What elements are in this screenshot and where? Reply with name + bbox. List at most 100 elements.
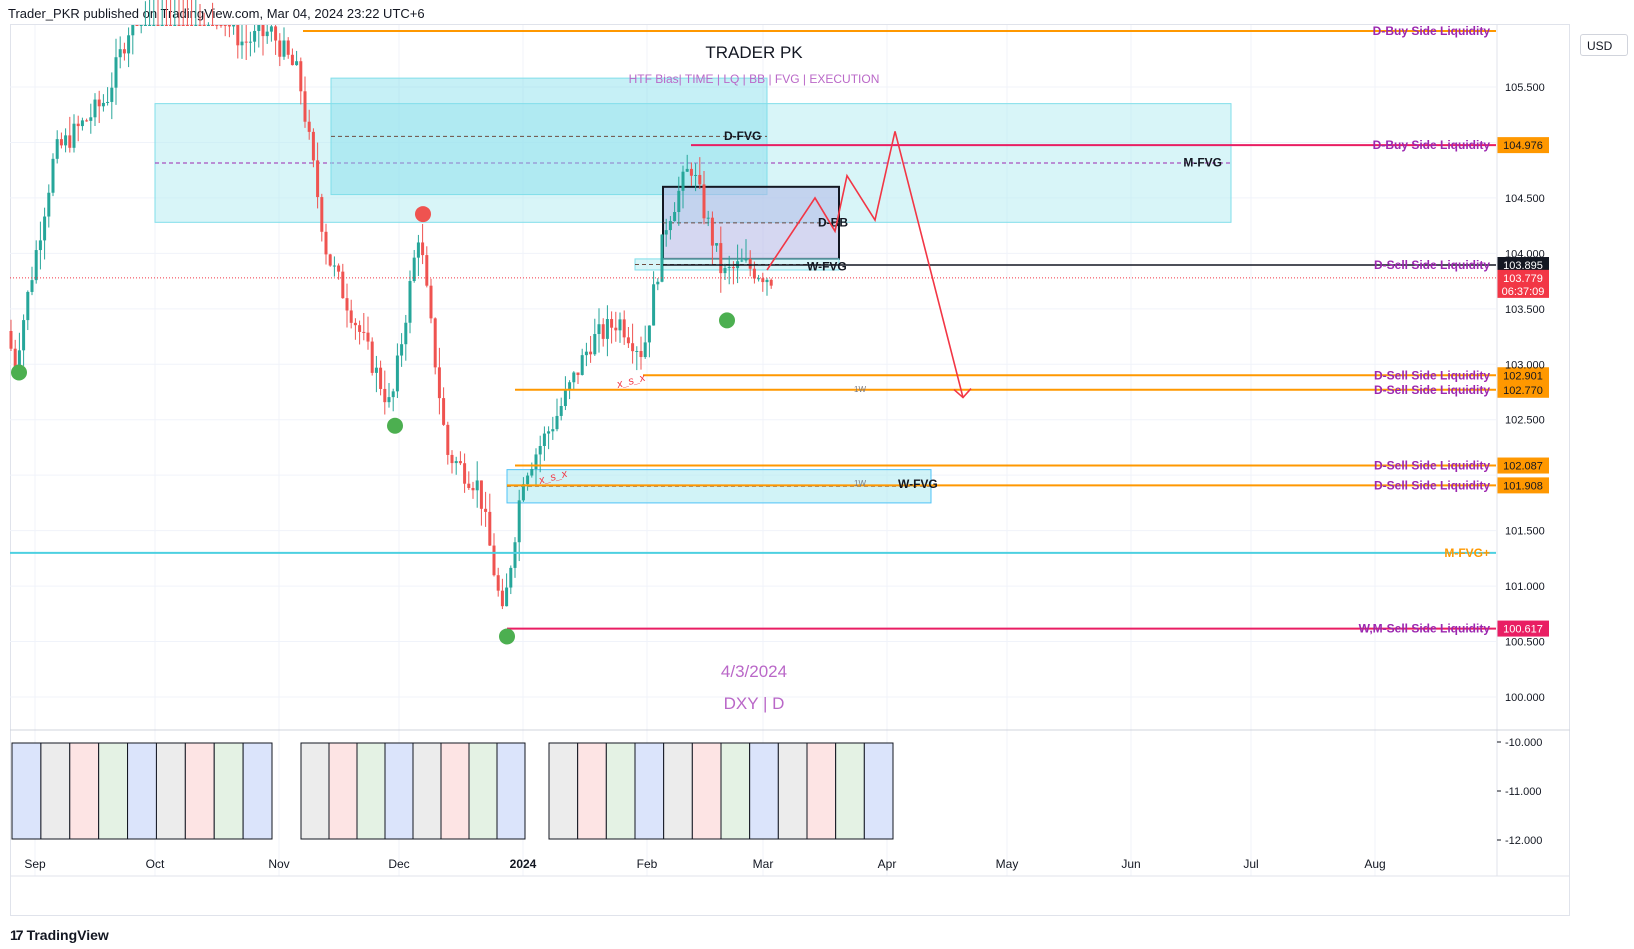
price-tag (1497, 620, 1549, 637)
level-label: D-Buy Side Liquidity (1373, 138, 1491, 152)
candle-body (299, 61, 303, 92)
tradingview-logo[interactable]: 17 TradingView (10, 927, 109, 943)
candle-body (601, 324, 605, 339)
projection-arrowhead (953, 388, 972, 399)
level-label: D-Sell Side Liquidity (1374, 368, 1490, 382)
y-tick-label: 103.500 (1505, 304, 1545, 316)
candle-body (198, 25, 202, 26)
price-tag-text: 102.087 (1503, 461, 1543, 473)
y-tick-label: 101.000 (1505, 581, 1545, 593)
candle-body (148, 25, 152, 26)
candle-body (492, 545, 496, 576)
oscillator-bar (328, 742, 358, 840)
x-tick-label: Jul (1243, 857, 1258, 871)
candle-body (395, 355, 399, 392)
candle-body (55, 139, 59, 159)
candle-body (47, 192, 51, 217)
candle-body (748, 258, 752, 269)
candle-body (710, 217, 714, 246)
candle-body (328, 254, 332, 266)
y-tick-label: 104.500 (1505, 193, 1545, 205)
swing-low-marker (499, 628, 515, 645)
oscillator-bar (691, 742, 722, 840)
oscillator-bar (155, 742, 186, 840)
candle-body (715, 243, 719, 246)
candle-body (303, 91, 307, 122)
y-tick-label: 104.000 (1505, 248, 1545, 260)
candle-body (177, 25, 181, 26)
sweep-annotation: x_s_x (615, 372, 647, 391)
candle-body (488, 511, 492, 546)
oscillator-bar (863, 742, 894, 840)
candle-body (72, 123, 76, 148)
price-tag (1497, 257, 1549, 274)
candle-body (555, 415, 559, 430)
current-price-text: 103.779 (1503, 273, 1543, 285)
candle-body (97, 99, 101, 107)
candle-body (106, 101, 110, 103)
candle-body (9, 331, 13, 349)
candle-body (664, 230, 668, 235)
symbol-label: DXY | D (724, 694, 785, 713)
price-tag-text: 104.976 (1503, 140, 1543, 152)
x-tick-label: Dec (388, 857, 409, 871)
candle-body (311, 131, 315, 161)
x-tick-label: May (996, 857, 1019, 871)
candle-body (521, 484, 525, 501)
candle-body (257, 25, 261, 31)
candle-body (156, 25, 160, 26)
y-tick-label: 102.500 (1505, 415, 1545, 427)
candle-body (534, 454, 538, 470)
price-tag-text: 103.895 (1503, 260, 1543, 272)
candle-body (433, 318, 437, 368)
candle-body (408, 281, 412, 323)
candle-body (437, 367, 441, 399)
candle-body (76, 123, 80, 127)
candle-body (500, 590, 504, 607)
level-label: D-Sell Side Liquidity (1374, 478, 1490, 492)
x-tick-label: Sep (24, 857, 46, 871)
candle-body (706, 217, 710, 219)
candle-body (379, 367, 383, 389)
candle-body (391, 391, 395, 398)
chart-date-label: 4/3/2024 (721, 662, 787, 681)
price-tag-text: 100.617 (1503, 624, 1543, 636)
candle-body (358, 325, 362, 332)
candle-body (484, 508, 488, 512)
candle-body (643, 342, 647, 358)
oscillator-bar (605, 742, 636, 840)
candle-body (34, 250, 38, 281)
candle-body (673, 212, 677, 222)
candle-body (295, 61, 299, 66)
candle-body (51, 158, 55, 193)
candle-body (614, 327, 618, 331)
candle-body (656, 281, 660, 285)
candle-body (761, 278, 765, 283)
candle-body (496, 575, 500, 591)
candle-body (265, 31, 269, 37)
candle-body (568, 382, 572, 391)
oscillator-bar (384, 742, 414, 840)
candle-body (412, 257, 416, 282)
oscillator-bar (468, 742, 498, 840)
candle-body (479, 480, 483, 509)
oscillator-bar (69, 742, 100, 840)
candle-body (173, 25, 177, 26)
candle-body (681, 171, 685, 191)
candle-body (13, 348, 17, 369)
price-tag-text: 102.901 (1503, 370, 1543, 382)
candle-body (169, 25, 173, 26)
candle-body (261, 25, 265, 37)
candle-body (320, 197, 324, 232)
candle-body (631, 343, 635, 352)
x-tick-label: 2024 (510, 857, 537, 871)
candle-body (446, 424, 450, 455)
currency-selector[interactable]: USD (1580, 34, 1628, 56)
countdown-text: 06:37:09 (1502, 286, 1545, 298)
candle-body (143, 25, 147, 26)
candle-body (547, 431, 551, 434)
x-tick-label: Jun (1121, 857, 1140, 871)
candle-body (26, 291, 30, 321)
candle-body (660, 234, 664, 282)
